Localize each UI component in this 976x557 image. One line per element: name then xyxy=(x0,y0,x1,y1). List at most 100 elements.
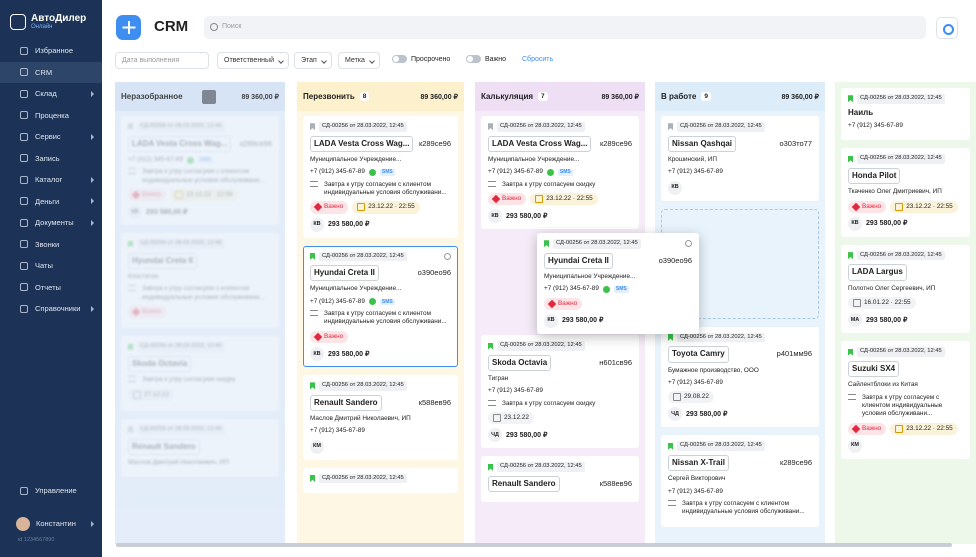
tags-row: Важно 23.12.22 · 22:55 xyxy=(128,188,272,202)
menu-item[interactable]: Чаты xyxy=(0,255,102,276)
menu-item[interactable]: Избранное xyxy=(0,40,102,61)
icon xyxy=(20,46,28,55)
menu-item[interactable]: Управление xyxy=(0,480,102,501)
car-name: Toyota Camry xyxy=(668,346,729,363)
card[interactable]: СД-00256 от 28.03.2022, 12:45 Renault San… xyxy=(303,375,458,460)
tag-filter[interactable]: Метка xyxy=(338,52,380,69)
tag: Важно xyxy=(310,330,349,344)
tags-row: Важно 23.12.22 · 22:55 xyxy=(310,201,451,214)
menu-item[interactable]: Каталог xyxy=(0,169,102,190)
comment-row: Завтра к утру согласуем скидку xyxy=(128,376,272,384)
label: CRM xyxy=(35,67,53,77)
tags-row: Важно 23.12.22 · 22:55 xyxy=(848,200,963,213)
menu-item[interactable]: Документы xyxy=(0,212,102,233)
footer-row: КВ 293 580,00 ₽ xyxy=(488,209,632,224)
vehicle-row: Hyundai Creta II о390ео96 xyxy=(544,252,692,269)
comment-row: Завтра к утру согласуем скидку xyxy=(488,399,632,408)
phone: +7 (912) 345-67-89 xyxy=(128,155,183,163)
card[interactable]: СД-00256 от 28.03.2022, 12:45 LADA Vesta … xyxy=(121,116,279,226)
vehicle-row: Hyundai Creta II о390ео96 xyxy=(310,265,451,282)
flag xyxy=(488,123,493,131)
footer-row: КВ 293 580,00 ₽ xyxy=(128,205,272,220)
card[interactable]: СД-00256 от 28.03.2022, 12:45 Nissan X-Tr… xyxy=(661,435,819,527)
reset[interactable]: Сбросить xyxy=(522,56,554,63)
card-list: СД-00256 от 28.03.2022, 12:45 LADA Vesta … xyxy=(475,111,645,507)
user[interactable]: Константин xyxy=(0,513,102,534)
sms-badge: SMS xyxy=(379,298,395,306)
card[interactable]: СД-00256 от 28.03.2022, 12:45 Toyota Camr… xyxy=(661,326,819,428)
car-name: Skoda Octavia xyxy=(128,356,192,373)
phone-row: +7 (912) 345-67-89 xyxy=(488,387,632,395)
vehicle-row: LADA Vesta Cross Wag... к289се96 xyxy=(488,135,632,152)
card-header: СД-00256 от 28.03.2022, 12:45 xyxy=(848,94,963,104)
card[interactable]: СД-00256 от 28.03.2022, 12:45 Suzuki SX4 С… xyxy=(841,341,970,459)
avatar xyxy=(16,516,30,531)
important-toggle[interactable]: Важно xyxy=(466,55,506,63)
card[interactable]: СД-00256 от 28.03.2022, 12:45 Hyundai Cre… xyxy=(303,245,458,368)
responsible-filter[interactable]: Ответственный xyxy=(217,52,289,69)
card[interactable]: СД-00256 от 28.03.2022, 12:45 Skoda Octav… xyxy=(121,336,279,412)
comment: Завтра к утру согласуем скидку xyxy=(142,376,236,384)
menu-item[interactable]: Запись xyxy=(0,148,102,169)
date-filter[interactable]: Дата выполнения xyxy=(115,52,209,69)
phone-row: +7 (912) 345-67-89 SMS xyxy=(310,168,451,176)
menu-item[interactable]: Склад xyxy=(0,83,102,104)
phone: +7 (912) 345-67-89 xyxy=(668,168,723,176)
card[interactable]: СД-00256 от 28.03.2022, 12:45 LADA Largus… xyxy=(841,244,970,334)
settings-button[interactable] xyxy=(936,17,958,39)
vehicle-row: Hyundai Creta II xyxy=(128,252,272,270)
card[interactable]: СД-00256 от 28.03.2022, 12:45 Наиль +7 (91… xyxy=(841,88,970,141)
card-id: СД-00256 от 28.03.2022, 12:45 xyxy=(137,342,225,352)
card[interactable]: СД-00256 от 28.03.2022, 12:45 Renault San… xyxy=(121,419,279,478)
car-name: LADA Vesta Cross Wag... xyxy=(310,135,414,152)
card[interactable]: СД-00256 от 28.03.2022, 12:45 Skoda Octav… xyxy=(481,335,639,449)
menu-item[interactable]: Проценка xyxy=(0,105,102,126)
column-total: 89 360,00 ₽ xyxy=(781,93,819,101)
search[interactable]: Поиск xyxy=(204,16,926,39)
settings-icon[interactable] xyxy=(685,240,692,248)
phone: +7 (912) 345-67-89 xyxy=(544,285,599,293)
arrow xyxy=(91,90,94,97)
menu-item[interactable]: Сервис xyxy=(0,126,102,147)
tags-row: Важно xyxy=(128,306,272,319)
dragged-card[interactable]: СД-00256 от 28.03.2022, 12:45 Hyundai Cre… xyxy=(537,233,699,334)
card[interactable]: СД-00256 от 28.03.2022, 12:45 Hyundai Cre… xyxy=(121,233,279,329)
sms-badge: SMS xyxy=(557,169,573,176)
due-date: 23.12.22 · 22:55 xyxy=(170,188,238,202)
card-id: СД-00256 от 28.03.2022, 12:45 xyxy=(677,122,765,132)
stage-filter[interactable]: Этап xyxy=(294,52,332,69)
menu-item[interactable]: CRM xyxy=(0,61,102,83)
whatsapp-icon xyxy=(602,285,610,293)
menu-item[interactable]: Звонки xyxy=(0,234,102,255)
settings-icon[interactable] xyxy=(444,252,451,260)
menu-item[interactable]: Отчеты xyxy=(0,277,102,298)
user-id: id 1234567890 xyxy=(18,537,55,543)
card[interactable]: СД-00256 от 28.03.2022, 12:45 Honda Pilot… xyxy=(841,148,970,237)
sms-badge: SMS xyxy=(613,286,629,293)
comment-row: Завтра к утру согласуем с клиентом индив… xyxy=(310,180,451,198)
comment-row: Завтра к утру согласуем с клиентом индив… xyxy=(128,168,272,185)
comment-icon xyxy=(128,168,136,175)
plate-number: к289се96 xyxy=(239,138,272,148)
menu-item[interactable]: Деньги xyxy=(0,191,102,212)
comment: Завтра к утру согласуем с клиентом индив… xyxy=(682,500,805,516)
add-button[interactable] xyxy=(116,15,141,40)
card[interactable]: СД-00256 от 28.03.2022, 12:45 Renault San… xyxy=(481,456,639,503)
column-count: 8 xyxy=(359,92,370,101)
card[interactable]: СД-00256 от 28.03.2022, 12:45 LADA Vesta … xyxy=(481,116,639,230)
card[interactable]: СД-00256 от 28.03.2022, 12:45 LADA Vesta … xyxy=(303,116,458,238)
card-id: СД-00256 от 28.03.2022, 12:45 xyxy=(497,341,585,351)
vehicle-row: Honda Pilot xyxy=(848,167,963,185)
due-date: 23.12.22 · 22:55 xyxy=(890,422,958,435)
card-id: СД-00256 от 28.03.2022, 12:45 xyxy=(319,251,407,262)
overdue-toggle[interactable]: Просрочено xyxy=(392,55,450,63)
card[interactable]: СД-00256 от 28.03.2022, 12:45 xyxy=(303,467,458,494)
logo xyxy=(10,14,26,30)
icon xyxy=(20,154,28,162)
card[interactable]: СД-00256 от 28.03.2022, 12:45 Nissan Qash… xyxy=(661,116,819,201)
tag: Важно xyxy=(128,188,167,202)
menu-item[interactable]: Справочники xyxy=(0,298,102,319)
flag xyxy=(848,348,853,356)
arrow xyxy=(91,219,94,226)
amount: 293 580,00 ₽ xyxy=(506,431,548,439)
